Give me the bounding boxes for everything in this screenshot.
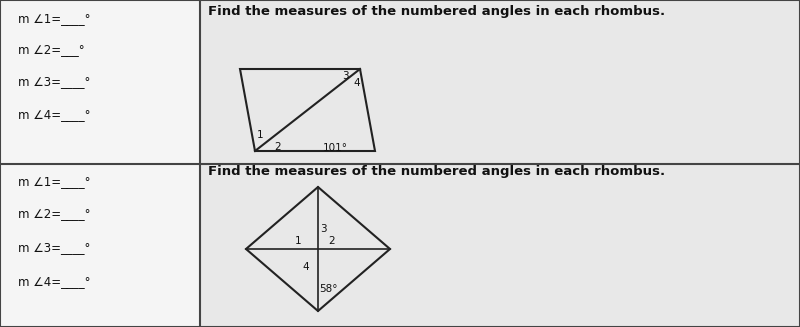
Text: 3: 3 [320, 224, 326, 234]
Text: 4: 4 [302, 262, 310, 272]
Text: 1: 1 [294, 236, 302, 246]
Text: m ∠2=____°: m ∠2=____° [18, 208, 90, 220]
Text: m ∠3=____°: m ∠3=____° [18, 76, 90, 89]
Bar [200, 164, 800, 327]
Bar [0, 164, 200, 327]
Bar [0, 0, 200, 164]
Text: m ∠4=____°: m ∠4=____° [18, 276, 90, 288]
Text: 101°: 101° [322, 143, 347, 153]
Text: 2: 2 [274, 142, 282, 152]
Text: m ∠3=____°: m ∠3=____° [18, 242, 90, 254]
Text: m ∠1=____°: m ∠1=____° [18, 12, 90, 26]
Bar [200, 0, 800, 164]
Text: 1: 1 [257, 130, 263, 140]
Text: m ∠4=____°: m ∠4=____° [18, 109, 90, 122]
Text: m ∠2=___°: m ∠2=___° [18, 43, 85, 57]
Text: m ∠1=____°: m ∠1=____° [18, 176, 90, 188]
Text: Find the measures of the numbered angles in each rhombus.: Find the measures of the numbered angles… [208, 5, 665, 18]
Text: 3: 3 [342, 71, 348, 81]
Text: 2: 2 [329, 236, 335, 246]
Text: 58°: 58° [318, 284, 338, 294]
Text: Find the measures of the numbered angles in each rhombus.: Find the measures of the numbered angles… [208, 165, 665, 179]
Text: 4: 4 [354, 78, 360, 88]
